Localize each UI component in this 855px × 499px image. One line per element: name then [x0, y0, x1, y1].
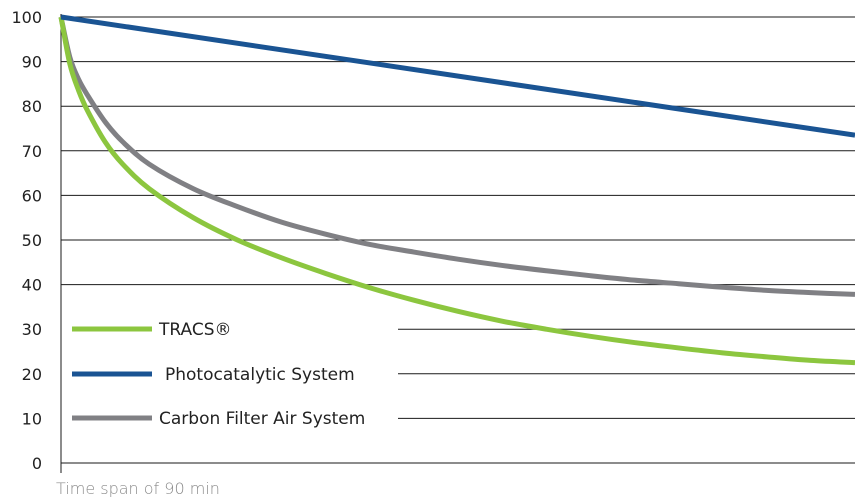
- y-tick-label-0: 0: [32, 454, 42, 473]
- y-tick-label-30: 30: [22, 320, 42, 339]
- gridlines: [61, 16, 855, 419]
- series-line-photocatalytic-system: [60, 14, 855, 138]
- series-line-carbon-filter-air-system: [58, 16, 855, 297]
- y-tick-label-20: 20: [22, 365, 42, 384]
- y-tick-label-10: 10: [22, 409, 42, 428]
- y-tick-label-40: 40: [22, 276, 42, 295]
- legend-label-photocatalytic-system: Photocatalytic System: [165, 365, 355, 385]
- y-tick-label-80: 80: [22, 97, 42, 116]
- y-tick-label-70: 70: [22, 142, 42, 161]
- x-axis-label: Time span of 90 min: [56, 479, 220, 498]
- legend: TRACS® Photocatalytic System Carbon Filter…: [72, 320, 365, 429]
- y-tick-label-50: 50: [22, 231, 42, 250]
- series-lines: [58, 14, 855, 366]
- y-tick-label-90: 90: [22, 53, 42, 72]
- legend-label-carbon-filter-air-system: Carbon Filter Air System: [159, 409, 365, 429]
- axes: [60, 14, 855, 473]
- y-tick-label-100: 100: [11, 8, 42, 27]
- y-tick-labels: 0 10 20 30 40 50 60 70 80 90 100: [11, 8, 42, 473]
- series-line-tracs: [58, 16, 855, 366]
- y-tick-label-60: 60: [22, 186, 42, 205]
- legend-label-tracs: TRACS®: [158, 320, 232, 340]
